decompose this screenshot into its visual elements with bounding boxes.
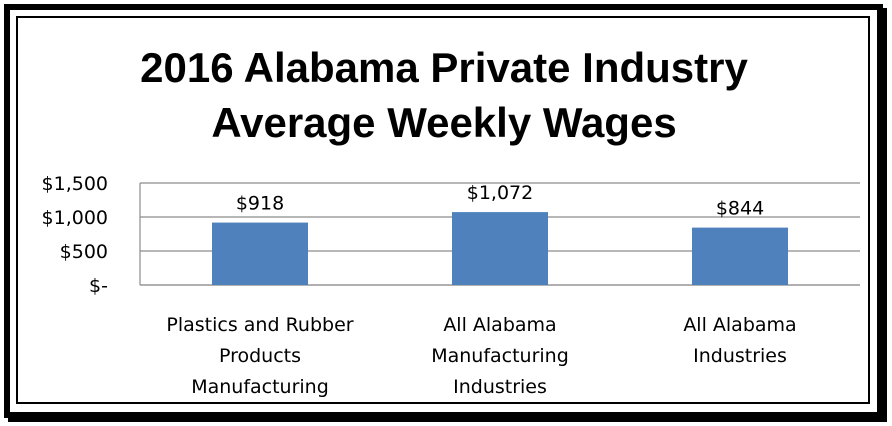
- bar: [692, 227, 788, 285]
- category-label: Industries: [693, 345, 787, 367]
- chart-area: [16, 16, 870, 404]
- chart-title: 2016 Alabama Private Industry Average We…: [18, 40, 870, 150]
- chart-title-line-2: Average Weekly Wages: [211, 99, 677, 146]
- category-label: Manufacturing: [431, 345, 569, 367]
- y-tick-label: $1,500: [42, 173, 108, 195]
- data-label: $918: [236, 193, 284, 215]
- category-label: All Alabama: [683, 314, 796, 336]
- y-tick-label: $1,000: [42, 207, 108, 229]
- bar: [452, 212, 548, 285]
- chart-title-line-1: 2016 Alabama Private Industry: [140, 44, 748, 91]
- category-label: All Alabama: [443, 314, 556, 336]
- category-label: Products: [219, 345, 301, 367]
- category-label: Plastics and Rubber: [166, 314, 353, 336]
- category-label: Manufacturing: [191, 376, 329, 398]
- data-label: $844: [716, 198, 764, 220]
- data-label: $1,072: [467, 182, 533, 204]
- y-tick-label: $500: [60, 241, 108, 263]
- y-tick-label: $-: [89, 275, 108, 297]
- bar: [212, 222, 308, 285]
- category-label: Industries: [453, 376, 547, 398]
